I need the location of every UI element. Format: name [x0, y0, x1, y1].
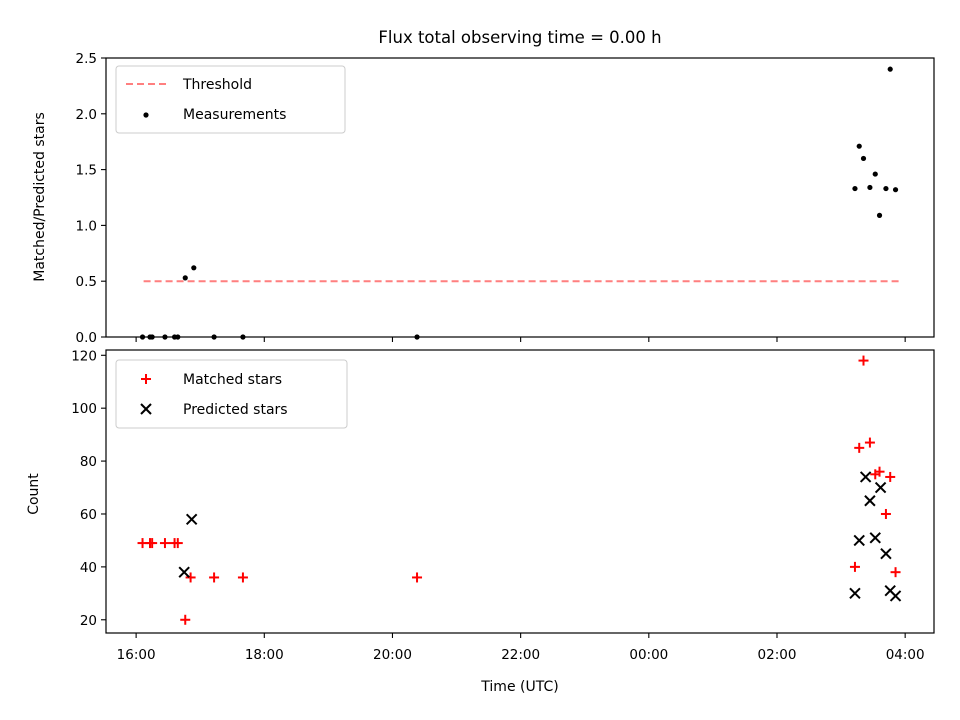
matched-star-point — [237, 572, 248, 583]
measurement-point — [867, 184, 873, 191]
matched-star-point — [874, 466, 885, 477]
top-y-tick-label: 0.0 — [76, 330, 97, 346]
top-axes-frame — [105, 57, 935, 338]
predicted-star-point — [880, 547, 892, 560]
x-tick-label: 18:00 — [245, 647, 284, 663]
top-legend-box — [115, 65, 346, 134]
top-y-tick-label: 2.5 — [76, 51, 97, 67]
matched-star-point — [864, 437, 875, 448]
matched-star-point — [209, 572, 220, 583]
predicted-star-point — [864, 495, 876, 507]
measurement-point — [872, 171, 878, 177]
bottom-legend-box — [115, 359, 348, 429]
legend-measurements-label: Measurements — [183, 107, 286, 123]
legend-predicted-swatch — [140, 403, 152, 415]
bottom-axes-frame — [105, 349, 935, 634]
bottom-plot-area: 20 40 60 80 100 120 16:00 18:00 20:00 22:00 00:00 0… — [71, 348, 924, 663]
bottom-y-tick-label: 120 — [71, 348, 97, 364]
bottom-panel: 20 40 60 80 100 120 16:00 18:00 20:00 22:00 00:00 0… — [26, 348, 935, 695]
predicted-star-point — [869, 532, 881, 544]
predicted-star-point — [889, 590, 902, 602]
x-tick-label: 00:00 — [629, 647, 668, 663]
x-tick-label: 20:00 — [373, 647, 412, 663]
top-plot-area: 0.0 0.5 1.0 1.5 2.0 2.5 — [76, 51, 906, 346]
measurement-point — [856, 143, 862, 149]
bottom-y-axis-label: Count — [26, 473, 42, 515]
matched-star-point — [185, 572, 196, 583]
x-tick-label: 16:00 — [117, 647, 156, 663]
legend-measurements-swatch — [143, 112, 149, 118]
top-panel: 0.0 0.5 1.0 1.5 2.0 2.5 Matched/Predicted sta… — [32, 51, 935, 346]
predicted-star-point — [859, 471, 872, 483]
measurement-point — [876, 212, 883, 218]
matched-star-point — [854, 442, 865, 453]
top-y-tick-label: 1.5 — [76, 163, 97, 179]
bottom-legend: Matched stars Predicted stars — [115, 359, 348, 429]
legend-predicted-label: Predicted stars — [183, 402, 288, 418]
measurement-point — [852, 185, 858, 192]
x-tick-label: 02:00 — [758, 647, 797, 663]
x-tick-label: 22:00 — [501, 647, 540, 663]
predicted-star-point — [853, 534, 865, 547]
predicted-star-point — [874, 481, 887, 494]
bottom-y-tick-label: 40 — [80, 560, 97, 576]
bottom-y-tick-label: 100 — [71, 401, 97, 417]
chart-title: Flux total observing time = 0.00 h — [378, 28, 661, 47]
top-legend: Threshold Measurements — [115, 65, 346, 134]
bottom-y-tick-label: 20 — [80, 613, 97, 629]
matched-star-point — [880, 508, 891, 519]
measurement-point — [887, 66, 893, 72]
matched-star-point — [849, 561, 860, 572]
top-y-tick-label: 0.5 — [76, 274, 97, 290]
measurement-point — [191, 265, 197, 271]
measurement-point — [182, 275, 188, 281]
x-axis-label: Time (UTC) — [480, 679, 558, 695]
measurement-point — [860, 155, 867, 162]
bottom-y-tick-label: 60 — [80, 507, 97, 523]
matched-star-point — [412, 572, 423, 583]
matched-star-point — [159, 538, 170, 549]
measurement-point — [883, 185, 889, 192]
predicted-star-point — [849, 587, 861, 600]
matched-star-point — [172, 538, 183, 549]
matched-star-point — [858, 355, 869, 366]
top-y-tick-label: 1.0 — [76, 218, 97, 234]
top-y-axis-label: Matched/Predicted stars — [32, 112, 48, 282]
top-y-tick-label: 2.0 — [76, 107, 97, 123]
measurement-point — [892, 187, 899, 193]
legend-threshold-label: Threshold — [182, 77, 252, 93]
x-tick-label: 04:00 — [886, 647, 925, 663]
legend-matched-swatch — [141, 374, 151, 384]
legend-matched-label: Matched stars — [183, 372, 282, 388]
matched-star-point — [890, 567, 901, 578]
matched-star-point — [885, 471, 896, 482]
matched-star-point — [180, 614, 191, 625]
predicted-star-point — [178, 566, 190, 578]
matched-star-point — [147, 538, 158, 549]
bottom-y-tick-label: 80 — [80, 454, 97, 470]
predicted-star-point — [185, 513, 198, 525]
